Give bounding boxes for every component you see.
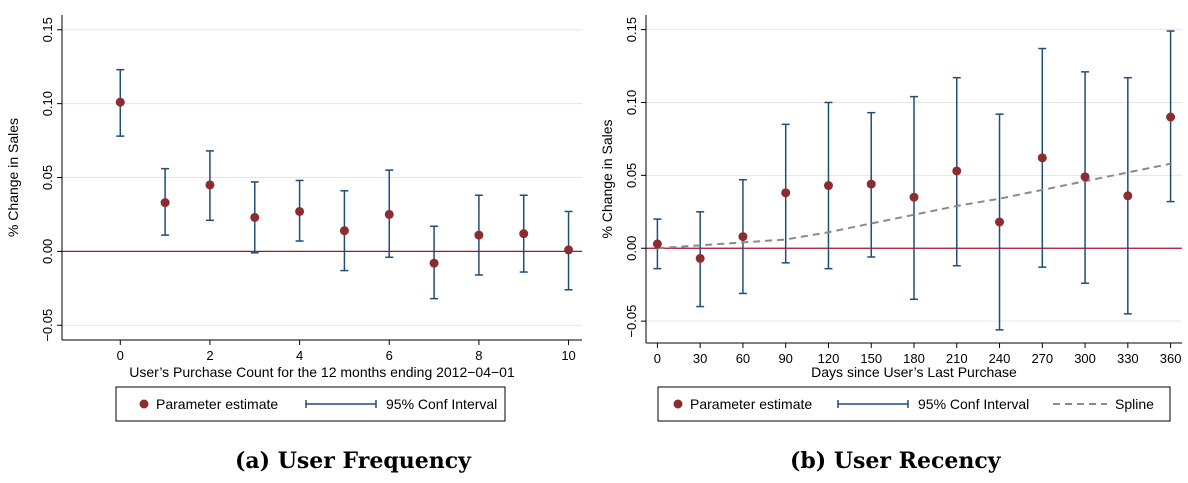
data-point — [205, 180, 215, 190]
legend-label: Parameter estimate — [690, 396, 812, 412]
legend-box — [657, 386, 1171, 422]
data-point — [160, 198, 170, 208]
y-tick-label: 0.15 — [624, 17, 639, 42]
x-tick-label: 90 — [778, 351, 792, 366]
x-tick-label: 60 — [736, 351, 750, 366]
figure-caption: (a) User Frequency — [235, 448, 472, 474]
x-tick-label: 300 — [1074, 351, 1096, 366]
data-point — [250, 212, 260, 222]
legend-point-symbol — [673, 399, 683, 409]
y-tick-label: 0.00 — [624, 236, 639, 261]
legend-label: Spline — [1115, 396, 1154, 412]
legend: Parameter estimate 95% Conf Interval — [115, 386, 506, 422]
x-tick-label: 270 — [1031, 351, 1053, 366]
data-point — [738, 232, 748, 242]
y-tick-label: 0.10 — [40, 91, 55, 116]
data-point — [823, 181, 833, 191]
y-tick-label: 0.05 — [40, 165, 55, 190]
data-point — [781, 188, 791, 198]
data-point — [115, 97, 125, 107]
data-point — [652, 239, 662, 249]
y-tick-label: 0.15 — [40, 17, 55, 42]
data-point — [695, 253, 705, 263]
x-tick-label: 2 — [206, 348, 213, 363]
data-point — [295, 206, 305, 216]
chart-user-frequency: −0.05 0.00 0.05 0.10 0.15 0 2 4 6 8 10 % Change in … — [5, 15, 582, 474]
x-tick-label: 30 — [693, 351, 707, 366]
x-tick-label: 240 — [989, 351, 1011, 366]
x-tick-label: 360 — [1160, 351, 1182, 366]
data-point — [474, 230, 484, 240]
data-point — [384, 209, 394, 219]
data-point — [339, 226, 349, 236]
data-point — [1037, 153, 1047, 163]
x-tick-label: 0 — [117, 348, 124, 363]
data-point — [429, 258, 439, 268]
y-tick-label: 0.05 — [624, 163, 639, 188]
data-point — [995, 217, 1005, 227]
data-point — [564, 245, 574, 255]
y-axis-title: % Change in Sales — [5, 118, 21, 237]
y-tick-label: −0.05 — [624, 305, 639, 338]
legend-label: Parameter estimate — [156, 396, 278, 412]
x-tick-label: 10 — [561, 348, 575, 363]
x-tick-label: 0 — [654, 351, 661, 366]
y-tick-label: −0.05 — [40, 309, 55, 342]
x-tick-label: 4 — [296, 348, 303, 363]
y-tick-label: 0.10 — [624, 90, 639, 115]
y-axis-title: % Change in Sales — [599, 119, 615, 238]
x-tick-label: 180 — [903, 351, 925, 366]
figure-caption: (b) User Recency — [790, 448, 1002, 474]
legend: Parameter estimate 95% Conf Interval Splin… — [657, 386, 1171, 422]
x-tick-label: 6 — [386, 348, 393, 363]
x-tick-label: 8 — [475, 348, 482, 363]
data-point — [519, 229, 529, 239]
legend-point-symbol — [139, 399, 149, 409]
data-point — [909, 192, 919, 202]
legend-label: 95% Conf Interval — [918, 396, 1029, 412]
chart-user-recency: −0.05 0.00 0.05 0.10 0.15 0 30 60 90 120 150 180 210… — [599, 15, 1182, 474]
x-axis-title: User’s Purchase Count for the 12 months … — [129, 364, 515, 380]
data-point — [866, 179, 876, 189]
data-point — [1166, 112, 1176, 122]
x-tick-label: 150 — [860, 351, 882, 366]
data-point — [1080, 172, 1090, 182]
x-tick-label: 330 — [1117, 351, 1139, 366]
y-tick-label: 0.00 — [40, 239, 55, 264]
data-point — [952, 166, 962, 176]
legend-label: 95% Conf Interval — [386, 396, 497, 412]
data-point — [1123, 191, 1133, 201]
x-axis-title: Days since User’s Last Purchase — [811, 364, 1017, 380]
x-tick-label: 120 — [818, 351, 840, 366]
x-tick-label: 210 — [946, 351, 968, 366]
